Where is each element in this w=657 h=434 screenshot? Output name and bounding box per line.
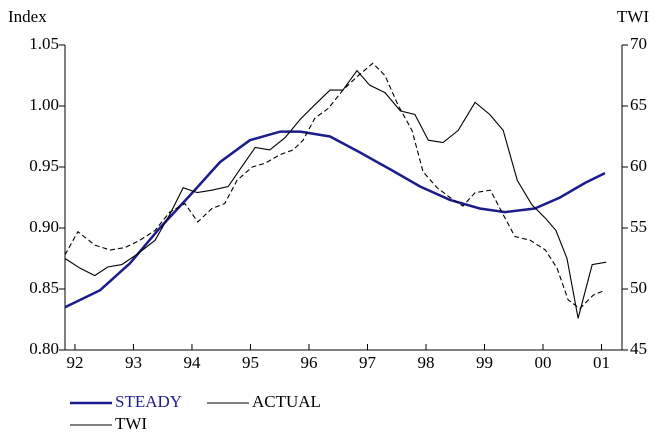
- y2-tick-label: 60: [630, 156, 647, 175]
- series-line: [64, 130, 606, 309]
- x-tick-label: 00: [535, 353, 552, 372]
- y-tick-label: 1.05: [29, 34, 59, 53]
- y2-axis-label: TWI: [617, 7, 649, 26]
- x-tick-label: 92: [66, 353, 83, 372]
- legend-label: TWI: [115, 414, 147, 433]
- y2-tick-label: 55: [630, 217, 647, 236]
- x-tick-label: 94: [183, 353, 201, 372]
- series-line: [64, 62, 606, 310]
- y2-tick-label: 65: [630, 95, 647, 114]
- x-tick-label: 97: [359, 353, 377, 372]
- y-tick-label: 0.85: [29, 278, 59, 297]
- legend-label: ACTUAL: [252, 392, 321, 411]
- y2-tick-label: 70: [630, 34, 647, 53]
- y2-tick-label: 50: [630, 278, 647, 297]
- series-line: [64, 69, 607, 319]
- y-tick-label: 1.00: [29, 95, 59, 114]
- y-axis-label: Index: [8, 7, 47, 26]
- x-tick-label: 01: [593, 353, 610, 372]
- y2-tick-label: 45: [630, 339, 647, 358]
- y-tick-label: 0.95: [29, 156, 59, 175]
- x-tick-label: 99: [476, 353, 493, 372]
- x-tick-label: 98: [417, 353, 434, 372]
- y-tick-label: 0.90: [29, 217, 59, 236]
- y-tick-label: 0.80: [29, 339, 59, 358]
- legend-label: STEADY: [115, 392, 182, 411]
- x-tick-label: 93: [125, 353, 142, 372]
- x-tick-label: 96: [300, 353, 317, 372]
- x-tick-label: 95: [242, 353, 259, 372]
